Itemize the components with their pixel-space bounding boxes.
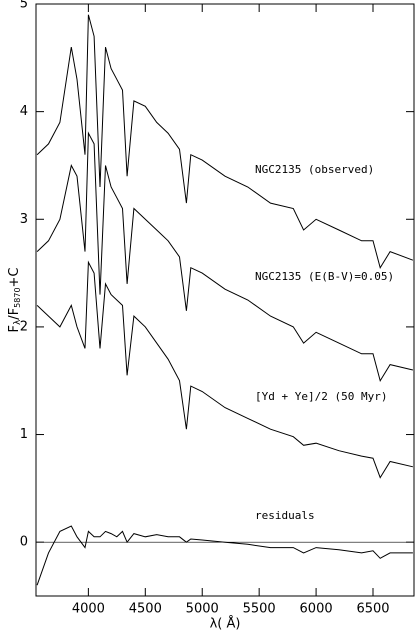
y-tick-label: 1 bbox=[20, 427, 28, 442]
y-label-part: λ bbox=[13, 319, 23, 325]
x-tick-label: 4500 bbox=[129, 602, 162, 617]
series-label: [Yd + Ye]/2 (50 Myr) bbox=[255, 390, 387, 403]
spectrum-line bbox=[36, 525, 413, 586]
x-axis-label: λ( Å) bbox=[210, 616, 241, 632]
x-tick-label: 6500 bbox=[356, 602, 389, 617]
spectrum-line bbox=[36, 14, 414, 269]
y-label-part: F bbox=[7, 325, 22, 332]
y-tick-label: 0 bbox=[20, 535, 28, 550]
y-tick-label: 3 bbox=[20, 212, 28, 227]
series-label: residuals bbox=[255, 509, 315, 522]
y-label-part: 5870 bbox=[13, 287, 22, 307]
y-tick-label: 5 bbox=[20, 0, 28, 12]
series-label: NGC2135 (E(B-V)=0.05) bbox=[255, 270, 394, 283]
y-label-part: +C bbox=[7, 267, 22, 287]
series-label: NGC2135 (observed) bbox=[255, 163, 374, 176]
y-tick-label: 2 bbox=[20, 319, 28, 334]
plot-frame bbox=[35, 3, 415, 597]
y-label-part: /F bbox=[7, 308, 22, 320]
y-axis-label: Fλ/F5870+C bbox=[7, 267, 23, 332]
y-tick-label: 4 bbox=[20, 104, 28, 119]
x-tick-label: 4000 bbox=[72, 602, 105, 617]
spectrum-line bbox=[36, 260, 414, 479]
x-tick-label: 6000 bbox=[300, 602, 333, 617]
x-tick-label: 5000 bbox=[186, 602, 219, 617]
x-tick-label: 5500 bbox=[243, 602, 276, 617]
spectrum-line bbox=[36, 131, 414, 382]
